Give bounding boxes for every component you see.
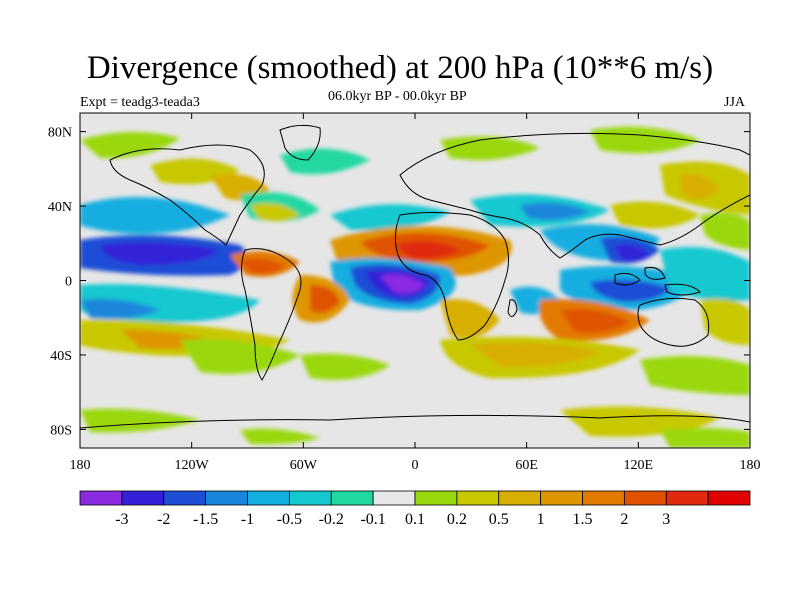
- lon-tick-label: 180: [70, 458, 91, 473]
- lon-tick-label: 120E: [624, 458, 654, 473]
- colorbar-swatch: [456, 490, 500, 506]
- colorbar-label: 0.2: [447, 511, 467, 528]
- colorbar-swatch: [288, 490, 332, 506]
- colorbar-label: 0.1: [405, 511, 425, 528]
- colorbar-swatch: [372, 490, 416, 506]
- period-label: 06.0kyr BP - 00.0kyr BP: [328, 89, 467, 104]
- coastlines: [80, 124, 750, 429]
- colorbar-label: -3: [115, 511, 128, 528]
- chart-title: Divergence (smoothed) at 200 hPa (10**6 …: [86, 50, 714, 86]
- colorbar-swatch: [707, 490, 751, 506]
- colorbar-label: 3: [662, 511, 670, 528]
- colorbar-label: -0.5: [277, 511, 302, 528]
- colorbar: [79, 490, 751, 506]
- colorbar-swatch: [582, 490, 625, 506]
- colorbar-swatch: [540, 490, 583, 506]
- lat-tick-label: 80S: [50, 423, 72, 438]
- colorbar-label: 0.5: [489, 511, 509, 528]
- lon-tick-label: 180: [740, 458, 761, 473]
- colorbar-swatch: [414, 490, 458, 506]
- lon-tick-label: 60E: [515, 458, 538, 473]
- colorbar-swatch: [247, 490, 290, 506]
- lat-tick-label: 0: [65, 275, 72, 290]
- season-label: JJA: [724, 95, 746, 110]
- colorbar-swatch: [623, 490, 667, 506]
- lon-tick-label: 60W: [290, 458, 318, 473]
- experiment-label: Expt = teadg3-teada3: [80, 95, 200, 110]
- colorbar-label: 1.5: [573, 511, 593, 528]
- colorbar-swatch: [163, 490, 207, 506]
- divergence-field: [80, 126, 750, 448]
- colorbar-label: 1: [537, 511, 545, 528]
- lon-tick-label: 0: [412, 458, 419, 473]
- colorbar-swatch: [665, 490, 709, 506]
- colorbar-swatch: [121, 490, 165, 506]
- lat-tick-label: 40S: [50, 349, 72, 364]
- colorbar-label: -0.2: [319, 511, 344, 528]
- lat-tick-label: 80N: [48, 126, 72, 141]
- colorbar-swatch: [330, 490, 374, 506]
- lon-tick-label: 120W: [175, 458, 210, 473]
- colorbar-label: -0.1: [360, 511, 385, 528]
- lat-tick-label: 40N: [48, 200, 72, 215]
- colorbar-label: -2: [157, 511, 170, 528]
- colorbar-label: -1.5: [193, 511, 218, 528]
- colorbar-swatch: [498, 490, 542, 506]
- colorbar-label: 2: [620, 511, 628, 528]
- colorbar-label: -1: [241, 511, 254, 528]
- colorbar-swatch: [79, 490, 123, 506]
- colorbar-swatch: [205, 490, 248, 506]
